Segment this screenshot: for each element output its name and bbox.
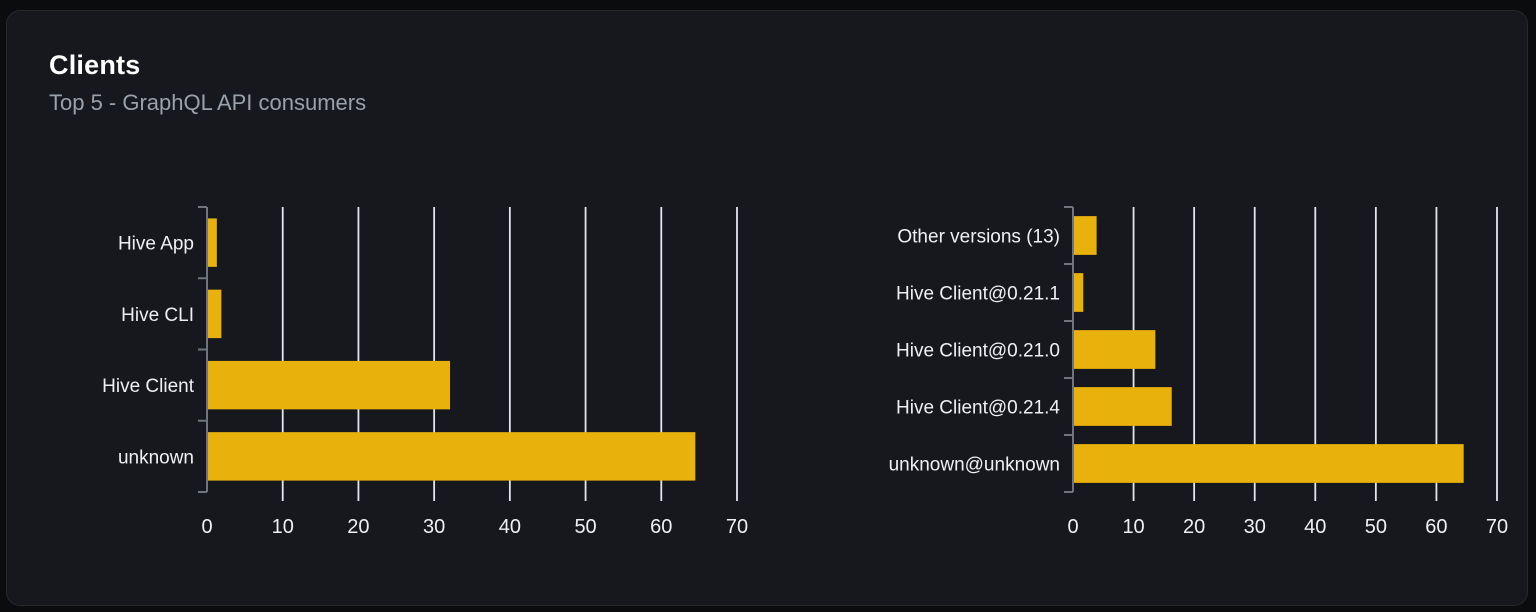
bar-hive-client-0-21-0[interactable] xyxy=(1073,329,1156,369)
category-label-hive-client-0-21-0: Hive Client@0.21.0 xyxy=(896,340,1060,361)
x-tick-label-50: 50 xyxy=(1365,516,1387,538)
bar-unknown[interactable] xyxy=(207,431,696,481)
category-labels: Hive App Hive CLI Hive Client unknown xyxy=(102,233,195,468)
clients-bar-chart: Hive App Hive CLI Hive Client unknown 0 10 20 3… xyxy=(7,195,767,540)
category-label-hive-app: Hive App xyxy=(118,233,194,254)
category-labels: Other versions (13) Hive Client@0.21.1 Hiv… xyxy=(889,226,1061,475)
bars xyxy=(1073,215,1464,483)
x-tick-label-20: 20 xyxy=(347,516,369,538)
x-tick-label-70: 70 xyxy=(1486,516,1508,538)
x-tick-label-0: 0 xyxy=(201,516,212,538)
x-tick-labels: 0 10 20 30 40 50 60 70 xyxy=(1067,516,1508,538)
x-tick-label-30: 30 xyxy=(1244,516,1266,538)
y-axis xyxy=(1064,205,1074,493)
category-label-other-versions-13: Other versions (13) xyxy=(897,226,1060,247)
clients-card: Clients Top 5 - GraphQL API consumers Hi… xyxy=(6,10,1528,606)
bar-unknown-unknown[interactable] xyxy=(1073,443,1464,483)
bar-hive-app[interactable] xyxy=(207,218,217,267)
x-tick-labels: 0 10 20 30 40 50 60 70 xyxy=(201,516,748,538)
x-tick-label-20: 20 xyxy=(1183,516,1205,538)
bar-hive-client[interactable] xyxy=(207,360,451,410)
x-tick-label-30: 30 xyxy=(423,516,445,538)
client-versions-bar-chart: Other versions (13) Hive Client@0.21.1 Hiv… xyxy=(767,195,1527,540)
category-label-unknown: unknown xyxy=(118,447,194,468)
category-label-hive-cli: Hive CLI xyxy=(121,305,194,326)
top-client-versions-svg: Other versions (13) Hive Client@0.21.1 Hiv… xyxy=(889,205,1508,538)
y-axis xyxy=(198,205,208,493)
x-tick-label-50: 50 xyxy=(574,516,596,538)
card-header: Clients Top 5 - GraphQL API consumers xyxy=(7,11,1527,117)
gridlines xyxy=(281,206,738,501)
category-label-hive-client-0-21-4: Hive Client@0.21.4 xyxy=(896,397,1060,418)
x-tick-label-40: 40 xyxy=(1304,516,1326,538)
bar-hive-client-0-21-1[interactable] xyxy=(1073,272,1084,312)
top-clients-svg: Hive App Hive CLI Hive Client unknown 0 10 20 3… xyxy=(102,205,748,538)
bar-hive-cli[interactable] xyxy=(207,289,222,338)
category-label-hive-client: Hive Client xyxy=(102,376,195,397)
x-tick-label-60: 60 xyxy=(1425,516,1447,538)
x-tick-label-40: 40 xyxy=(499,516,521,538)
x-tick-label-0: 0 xyxy=(1067,516,1078,538)
bars xyxy=(207,218,696,481)
charts-row: Hive App Hive CLI Hive Client unknown 0 10 20 3… xyxy=(7,195,1527,540)
x-tick-label-10: 10 xyxy=(1122,516,1144,538)
category-label-hive-client-0-21-1: Hive Client@0.21.1 xyxy=(896,283,1060,304)
category-label-unknown-unknown: unknown@unknown xyxy=(889,454,1060,475)
card-title: Clients xyxy=(49,50,141,80)
bar-other-versions-13[interactable] xyxy=(1073,215,1097,255)
x-tick-label-10: 10 xyxy=(272,516,294,538)
x-tick-label-60: 60 xyxy=(650,516,672,538)
card-subtitle: Top 5 - GraphQL API consumers xyxy=(49,90,367,116)
x-tick-label-70: 70 xyxy=(726,516,748,538)
bar-hive-client-0-21-4[interactable] xyxy=(1073,386,1172,426)
